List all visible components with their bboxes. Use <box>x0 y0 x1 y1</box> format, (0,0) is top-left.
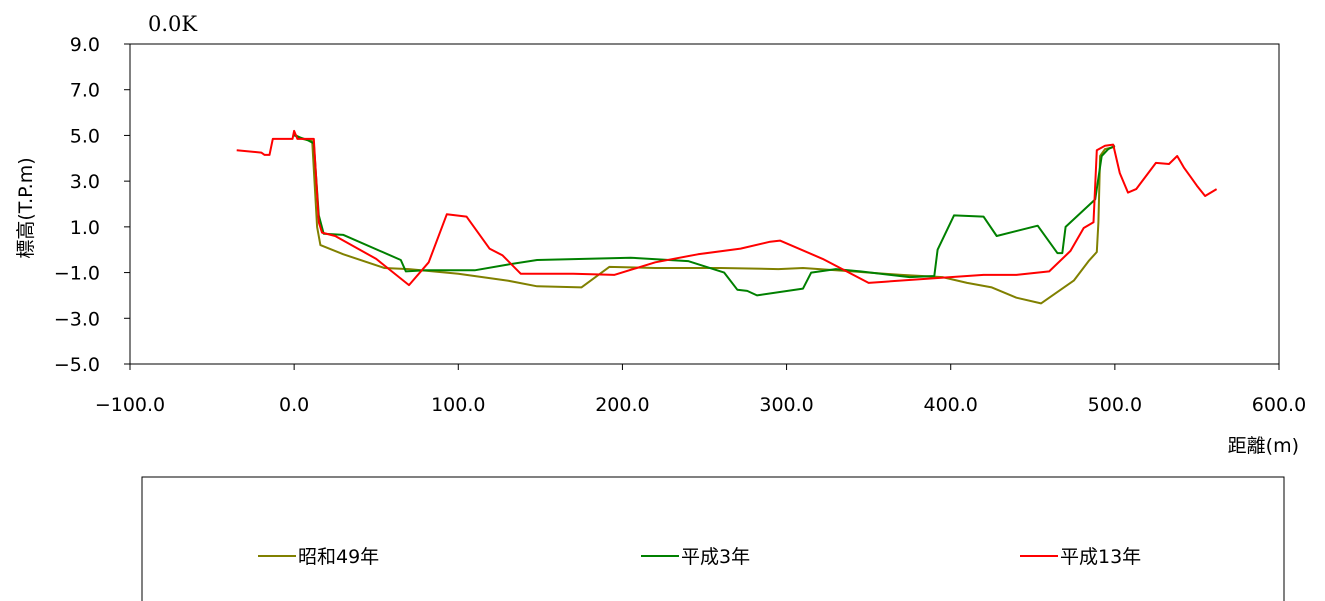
y-tick-label: 9.0 <box>70 34 100 56</box>
series-line-1 <box>293 133 1116 305</box>
y-tick-label: −1.0 <box>54 263 100 285</box>
chart-title: 0.0K <box>148 12 197 36</box>
series-line-2 <box>293 134 1116 297</box>
x-tick-label: 200.0 <box>595 394 649 416</box>
x-tick-label: 100.0 <box>431 394 485 416</box>
x-tick-label: 0.0 <box>279 394 309 416</box>
x-tick-label: 500.0 <box>1088 394 1142 416</box>
x-tick-label: 300.0 <box>759 394 813 416</box>
x-axis: −100.0 0.0 100.0 200.0 300.0 400.0 500.0 600.0 <box>95 364 1306 416</box>
y-tick-label: 1.0 <box>70 217 100 239</box>
x-tick-label: 400.0 <box>924 394 978 416</box>
legend-label: 昭和49年 <box>298 546 379 568</box>
legend-label: 平成3年 <box>681 546 750 568</box>
plot-area <box>129 43 1280 365</box>
y-tick-label: 5.0 <box>70 125 100 147</box>
x-tick-label: 600.0 <box>1252 394 1306 416</box>
legend: 昭和49年 平成3年 平成13年 <box>258 546 1141 568</box>
y-tick-label: 7.0 <box>70 80 100 102</box>
series-line-3 <box>236 129 1218 287</box>
y-tick-label: −3.0 <box>54 308 100 330</box>
x-axis-label: 距離(m) <box>1228 435 1299 457</box>
y-axis-label: 標高(T.P.m) <box>15 157 37 258</box>
series-lines <box>236 129 1218 305</box>
y-axis: 9.0 7.0 5.0 3.0 1.0 −1.0 −3.0 −5.0 <box>54 34 130 376</box>
legend-box <box>141 476 1285 601</box>
y-tick-label: 3.0 <box>70 171 100 193</box>
legend-label: 平成13年 <box>1060 546 1141 568</box>
y-tick-label: −5.0 <box>54 354 100 376</box>
x-tick-label: −100.0 <box>95 394 165 416</box>
